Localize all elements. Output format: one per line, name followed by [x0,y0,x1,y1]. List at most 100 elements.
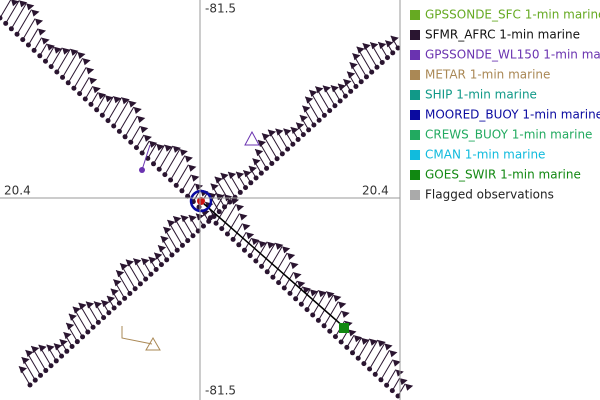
wind-barb-staff [323,301,339,327]
wind-barb-staff [374,350,390,375]
observation-dot [241,247,247,253]
wind-barb-staff [380,359,394,381]
observation-dot [279,151,285,157]
observation-dot [237,189,243,195]
wind-barb-flag [399,378,408,386]
wind-barb-flag [333,294,342,302]
legend: GPSSONDE_SFC 1-min marine SFMR_AFRC 1-min… [410,8,600,202]
wind-barb-flag [210,183,219,191]
observation-dot [111,123,117,129]
legend-label: MOORED_BUOY 1-min marine [425,108,600,122]
wind-barb-flag [133,258,142,266]
observation-dot [248,180,254,186]
observation-dot [219,226,225,232]
observation-dot [384,382,390,388]
wind-barb-flag [322,85,331,93]
wind-barb-flag [228,171,237,179]
wind-barb-flag [72,306,81,314]
observation-dot [344,344,350,350]
wind-barb-flag [343,79,352,87]
observation-dot [133,145,139,151]
observation-dot [27,382,33,388]
wind-barb-staff [27,28,39,46]
wind-barb-flag [94,301,103,309]
wind-barb-flag [70,48,79,56]
wind-barb-staff [170,155,186,181]
wind-barb-flag [283,128,292,136]
legend-swatch [410,110,420,120]
observation-dot [216,209,222,215]
observation-dot [372,371,378,377]
observation-dot [185,238,191,244]
observation-dot [306,127,312,133]
wind-barb-flag [101,300,110,308]
wind-barb-staff [67,58,84,84]
observation-dot [206,218,212,224]
wind-barb-flag [173,216,182,224]
wind-barb-flag [251,238,260,246]
wind-barb-flag [77,51,86,59]
wind-barb-flag [46,344,55,352]
observation-dot [395,45,401,51]
wind-barb-staff [278,261,292,283]
wind-barb-flag [113,279,122,287]
wind-barb-flag [267,241,276,249]
wind-barb-staff [363,339,379,364]
wind-barb-flag [21,357,30,365]
left-axis-label: 20.4 [4,184,31,198]
observation-dot [337,98,343,104]
wind-barb-flag [163,226,172,234]
observation-dot [25,42,31,48]
wind-barb-staff [101,96,114,116]
observation-dot [3,20,9,26]
wind-barb-flag [290,126,299,134]
legend-label: SFMR_AFRC 1-min marine [425,28,580,42]
observation-dot [64,348,70,354]
wind-barb-staff [56,48,71,73]
wind-barb-flag [310,289,319,297]
wind-barb-flag [86,301,95,309]
wind-barb-flag [369,338,378,346]
wind-barb-flag [86,67,95,75]
wind-barb-flag [349,62,358,70]
observation-dot [94,107,100,113]
wind-barb-staff [153,144,166,165]
observation-dot [106,310,112,316]
drift-line [202,202,346,329]
observation-dot [173,182,179,188]
observation-dot [74,339,80,345]
wind-barb-flag [38,28,47,36]
wind-barb-flag [92,86,101,94]
wind-barb-staff [79,77,90,94]
wind-barb-staff [357,338,371,359]
legend-swatch [410,90,420,100]
wind-barb-flag [19,0,28,8]
right-axis-label: 20.4 [362,184,389,198]
observation-dot [69,343,75,349]
wind-barb-staff [312,291,328,316]
observation-dot [169,252,175,258]
observation-dot [151,161,157,167]
wind-barb-flag [184,155,193,163]
observation-dot [143,276,149,282]
top-axis-label: -81.5 [205,2,236,16]
wind-barb-flag [11,0,19,7]
observation-dot [293,296,299,302]
observation-dot [348,88,354,94]
bottom-axis-label: -81.5 [205,384,236,398]
observation-dot [37,53,43,59]
observation-dot [327,108,333,114]
wind-barb-flag [133,106,142,114]
wind-barb-flag [156,143,165,151]
wind-barb-flag [338,301,347,309]
wind-barb-flag [26,3,35,11]
observation-dot [350,350,356,356]
wind-barb-staff [175,164,189,186]
wind-barb-staff [164,148,181,175]
wind-barb-staff [317,294,334,321]
observation-dot [369,69,375,75]
wind-barb-flag [296,122,305,130]
wind-barb-flag [148,256,157,264]
wind-barb-flag [305,96,314,104]
